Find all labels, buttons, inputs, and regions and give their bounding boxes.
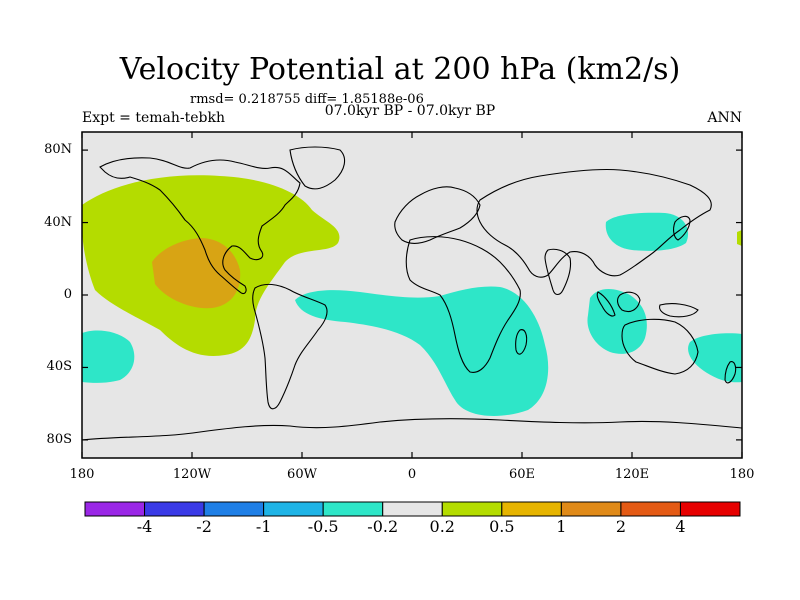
colorbar-box-5: [382, 501, 443, 517]
colorbar-box-3: [263, 501, 324, 517]
colorbar-box-9: [620, 501, 681, 517]
coast-north-america: [99, 157, 301, 295]
colorbar-box-8: [560, 501, 622, 517]
coast-india: [544, 248, 572, 296]
coast-sumatra: [596, 291, 616, 317]
negative-region-maritime-continent: [587, 288, 647, 354]
colorbar-label: 0.2: [429, 517, 455, 536]
shaded-fields: [82, 175, 742, 416]
lon-tick-label: 120W: [172, 467, 212, 482]
colorbar-label: -0.2: [367, 517, 399, 536]
colorbar-box-0: [84, 501, 146, 517]
coast-new-guinea: [659, 303, 699, 318]
lon-tick-label: 0: [407, 467, 417, 482]
positive-core-east-pacific: [152, 238, 241, 309]
colorbar-label: 2: [615, 517, 626, 536]
coastlines: [82, 146, 742, 441]
colorbar-label: 0.5: [489, 517, 515, 536]
lat-tick-label: 40N: [44, 214, 72, 230]
axis-ticks: [81, 132, 743, 458]
colorbar-label: -0.5: [307, 517, 339, 536]
coast-japan: [673, 215, 691, 241]
lon-tick-label: 60E: [508, 467, 536, 482]
colorbar-label: 1: [556, 517, 567, 536]
coast-new-zealand: [724, 361, 737, 384]
colorbar-box-4: [322, 501, 384, 517]
lat-tick-label: 40S: [46, 359, 72, 375]
coast-asia: [476, 168, 712, 278]
map-title: Velocity Potential at 200 hPa (km2/s): [119, 52, 681, 87]
negative-region-atlantic-africa: [295, 286, 549, 416]
lat-tick-label: 80S: [46, 431, 72, 447]
negative-region-southwest-pacific: [688, 333, 742, 383]
lon-tick-label: 120E: [614, 467, 650, 482]
lat-tick-label: 80N: [44, 142, 72, 158]
experiment-label: Expt = temah-tebkh: [82, 110, 225, 126]
coast-africa: [405, 236, 521, 373]
lat-tick-label: 0: [63, 287, 72, 302]
colorbar-label: -2: [196, 517, 212, 536]
positive-patch-east-edge: [737, 230, 742, 246]
coast-greenland: [289, 146, 346, 190]
colorbar-box-10: [679, 501, 741, 517]
lon-tick-label: 60W: [287, 467, 317, 482]
stats-line: rmsd= 0.218755 diff= 1.85188e-06: [190, 92, 424, 107]
colorbar-label: -1: [255, 517, 272, 536]
negative-region-east-asia: [605, 212, 689, 251]
period-label: 07.0kyr BP - 07.0kyr BP: [324, 103, 496, 119]
negative-region-south-pacific-west: [82, 330, 135, 383]
lon-tick-label: 180: [69, 467, 95, 482]
season-label: ANN: [707, 110, 742, 126]
coast-antarctica: [82, 418, 742, 441]
colorbar-label: -4: [136, 517, 153, 536]
coast-madagascar: [515, 329, 528, 355]
colorbar-box-7: [501, 501, 562, 517]
colorbar-box-1: [144, 501, 205, 517]
colorbar-box-2: [203, 501, 265, 517]
coast-europe: [394, 186, 481, 244]
coast-borneo: [617, 291, 641, 313]
coast-south-america: [252, 283, 328, 410]
colorbar: [84, 501, 741, 517]
colorbar-label: 4: [675, 517, 686, 536]
lon-tick-label: 180: [729, 467, 755, 482]
colorbar-box-6: [441, 501, 503, 517]
coast-australia: [621, 318, 699, 375]
